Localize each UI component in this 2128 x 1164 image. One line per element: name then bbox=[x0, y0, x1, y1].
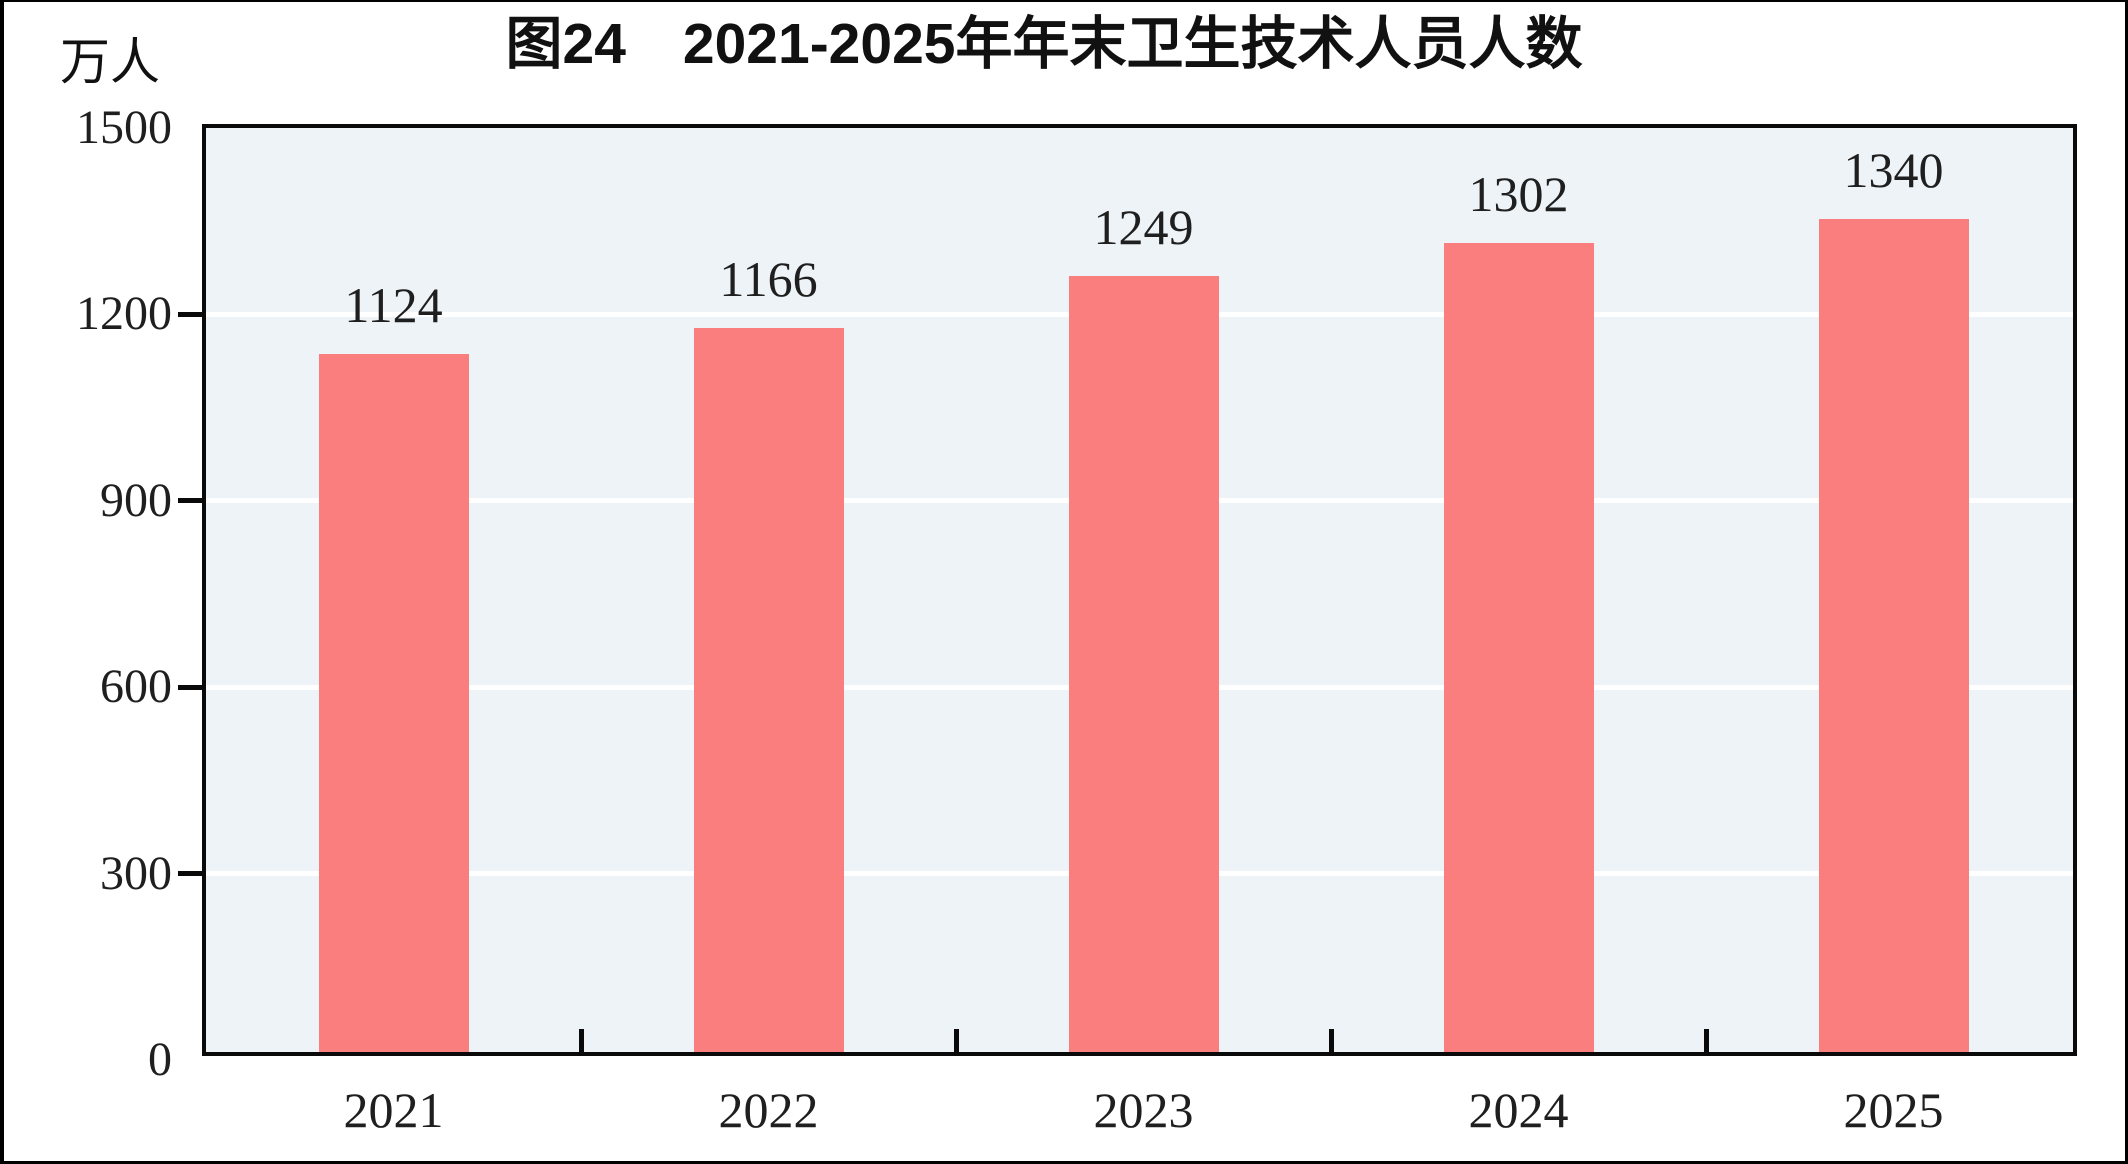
plot-area: 1124 1166 1249 1302 1340 bbox=[178, 124, 2077, 1056]
y-axis-tick-label-1500: 1500 bbox=[76, 101, 172, 154]
bar-value-label-2024: 1302 bbox=[1468, 166, 1569, 223]
bar-2021 bbox=[318, 353, 469, 1052]
y-axis-tick-label-300: 300 bbox=[100, 846, 172, 900]
bar-value-label-2021: 1124 bbox=[344, 276, 443, 333]
x-axis: 2021 2022 2023 2024 2025 bbox=[0, 1080, 2128, 1150]
bar-2025 bbox=[1818, 219, 1969, 1052]
y-axis: 0 300 600 900 1200 1500 bbox=[0, 0, 172, 1164]
y-axis-tick-900 bbox=[178, 498, 204, 504]
x-axis-category-label-2023: 2023 bbox=[1093, 1082, 1194, 1138]
x-axis-category-label-2021: 2021 bbox=[343, 1082, 444, 1138]
y-axis-tick-600 bbox=[178, 684, 204, 690]
x-axis-tick-3 bbox=[1328, 1029, 1334, 1052]
x-axis-category-label-2025: 2025 bbox=[1843, 1082, 1944, 1138]
y-axis-tick-1200 bbox=[178, 311, 204, 317]
x-axis-tick-1 bbox=[578, 1029, 584, 1052]
x-axis-tick-4 bbox=[1703, 1029, 1709, 1052]
y-axis-tick-label-600: 600 bbox=[100, 660, 172, 714]
y-axis-tick-300 bbox=[178, 871, 204, 877]
x-axis-category-label-2022: 2022 bbox=[718, 1082, 819, 1138]
bar-value-label-2022: 1166 bbox=[719, 250, 818, 307]
y-axis-unit-label: 万人 bbox=[60, 34, 160, 90]
y-axis-tick-label-0: 0 bbox=[148, 1033, 172, 1086]
bar-2023 bbox=[1068, 275, 1219, 1052]
chart-title: 图24 2021-2025年年末卫生技术人员人数 bbox=[505, 12, 1583, 76]
bar-2024 bbox=[1443, 243, 1594, 1052]
y-axis-tick-label-900: 900 bbox=[100, 473, 172, 527]
x-axis-category-label-2024: 2024 bbox=[1468, 1082, 1569, 1138]
y-axis-tick-label-1200: 1200 bbox=[76, 287, 172, 341]
bar-value-label-2025: 1340 bbox=[1843, 142, 1944, 199]
x-axis-tick-2 bbox=[953, 1029, 959, 1052]
bar-value-label-2023: 1249 bbox=[1093, 198, 1194, 255]
bar-2022 bbox=[693, 327, 844, 1052]
